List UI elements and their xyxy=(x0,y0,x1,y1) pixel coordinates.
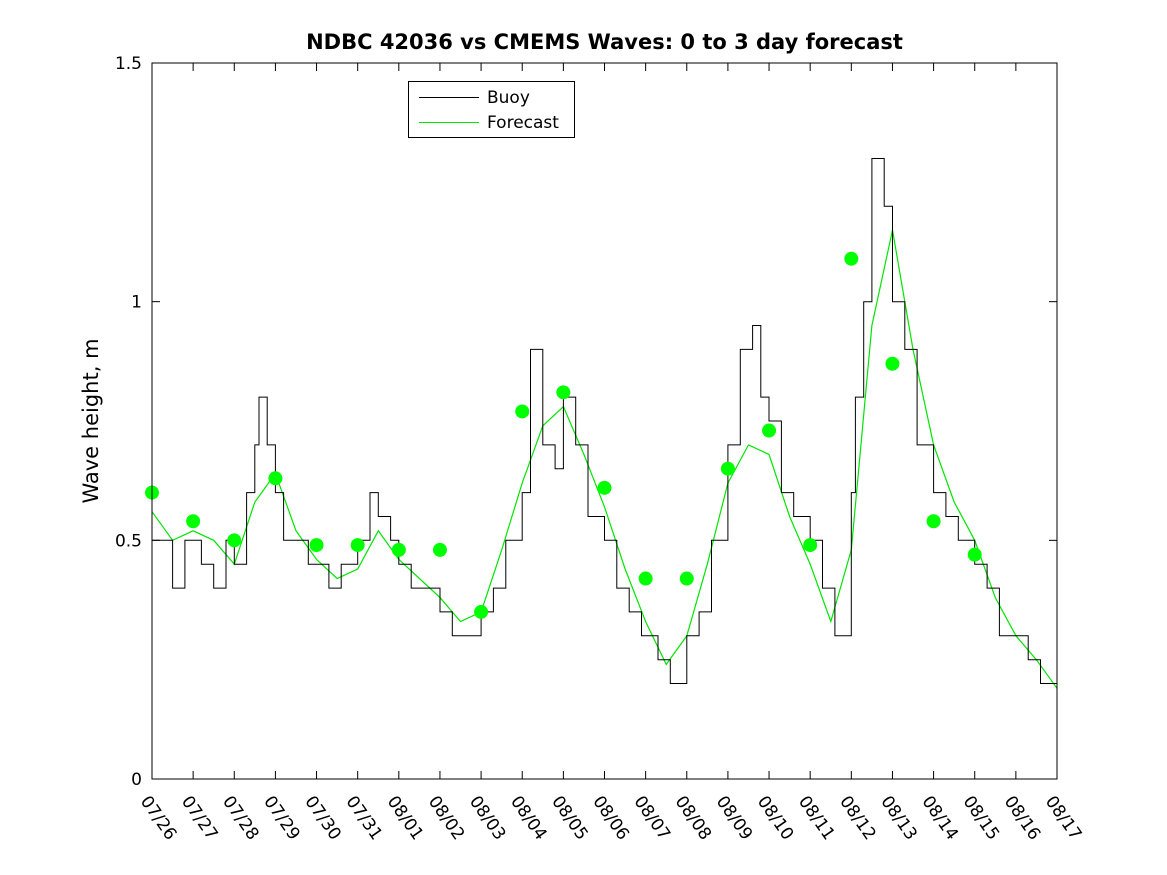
plot-area-frame xyxy=(151,62,1058,780)
forecast-start-marker xyxy=(350,538,365,553)
legend-swatch-forecast xyxy=(419,122,479,123)
x-tick-label: 07/26 xyxy=(136,792,180,844)
x-tick-label: 08/15 xyxy=(959,792,1003,844)
y-tick-label: 0.5 xyxy=(115,531,142,551)
forecast-start-marker xyxy=(186,514,201,529)
forecast-start-marker xyxy=(926,514,941,529)
y-axis-label: Wave height, m xyxy=(79,338,103,503)
x-tick-label: 08/09 xyxy=(712,792,756,844)
x-tick-label: 07/28 xyxy=(218,792,262,844)
x-tick-label: 08/06 xyxy=(588,792,632,844)
x-tick-label: 08/07 xyxy=(630,792,674,844)
legend-label-forecast: Forecast xyxy=(487,113,559,133)
forecast-start-marker xyxy=(967,547,982,562)
x-tick-label: 08/01 xyxy=(383,792,427,844)
forecast-start-marker xyxy=(391,542,406,557)
legend-item-buoy: Buoy xyxy=(409,88,574,108)
forecast-start-marker xyxy=(885,356,900,371)
forecast-start-marker xyxy=(515,404,530,419)
series-line-forecast xyxy=(151,229,1058,689)
x-tick-label: 07/27 xyxy=(177,792,221,844)
forecast-start-marker xyxy=(268,471,283,486)
y-tick-label: 0 xyxy=(131,770,142,790)
forecast-start-marker xyxy=(309,538,324,553)
forecast-start-marker xyxy=(679,571,694,586)
forecast-start-marker xyxy=(638,571,653,586)
legend-label-buoy: Buoy xyxy=(487,88,530,108)
forecast-start-marker xyxy=(762,423,777,438)
series-line-buoy xyxy=(152,158,1058,694)
x-tick-label: 08/04 xyxy=(506,792,550,844)
forecast-start-marker xyxy=(474,604,489,619)
x-tick-label: 08/17 xyxy=(1041,792,1085,844)
y-tick-label: 1 xyxy=(131,293,142,313)
x-tick-label: 07/29 xyxy=(259,792,303,844)
x-tick-label: 08/02 xyxy=(424,792,468,844)
series-layer xyxy=(145,158,1058,694)
x-tick-label: 08/05 xyxy=(547,792,591,844)
x-tick-label: 08/14 xyxy=(917,792,961,844)
forecast-start-marker xyxy=(227,533,242,548)
chart-title: NDBC 42036 vs CMEMS Waves: 0 to 3 day fo… xyxy=(306,30,903,54)
forecast-start-marker xyxy=(844,251,859,266)
legend-swatch-buoy xyxy=(419,97,479,98)
x-tick-label: 08/16 xyxy=(1000,792,1044,844)
forecast-start-marker xyxy=(720,461,735,476)
x-tick-label: 07/31 xyxy=(342,792,386,844)
y-tick-label: 1.5 xyxy=(115,54,142,74)
x-tick-label: 08/10 xyxy=(753,792,797,844)
forecast-start-marker xyxy=(803,538,818,553)
legend: Buoy Forecast xyxy=(408,81,575,138)
forecast-start-marker xyxy=(556,385,571,400)
x-tick-label: 08/11 xyxy=(794,792,838,844)
x-tick-label: 07/30 xyxy=(300,792,344,844)
legend-item-forecast: Forecast xyxy=(409,113,574,133)
x-tick-label: 08/03 xyxy=(465,792,509,844)
x-tick-label: 08/08 xyxy=(671,792,715,844)
x-tick-label: 08/12 xyxy=(835,792,879,844)
x-tick-label: 08/13 xyxy=(876,792,920,844)
forecast-start-marker xyxy=(597,480,612,495)
forecast-start-marker xyxy=(432,542,447,557)
